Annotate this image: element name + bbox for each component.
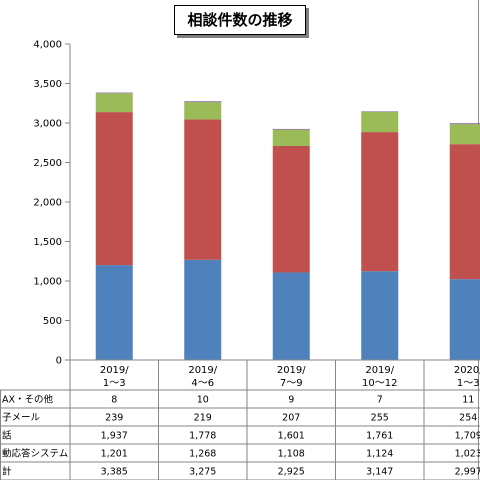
y-tick-label: 3,500: [33, 79, 62, 90]
bar-segment: [449, 124, 480, 145]
table-row-label: 子メール: [2, 413, 41, 424]
y-tick-label: 0: [56, 356, 62, 367]
bar-segment: [361, 132, 399, 272]
table-cell-value: 1,023: [455, 449, 480, 460]
x-category-label: 2020/: [454, 365, 480, 376]
bar-segment: [184, 101, 222, 103]
bar-segment: [272, 272, 310, 360]
bar-segment: [449, 123, 480, 125]
table-cell-value: 254: [459, 413, 477, 424]
table-cell-value: 1,709: [455, 431, 480, 442]
x-category-label: 1～3: [103, 378, 126, 389]
table-cell-value: 1,108: [278, 449, 305, 460]
bar-segment: [184, 259, 222, 360]
bar-segment: [95, 92, 133, 94]
table-cell-value: 7: [377, 395, 383, 406]
y-tick-label: 2,000: [33, 198, 62, 209]
y-tick-label: 1,000: [33, 277, 62, 288]
table-cell-value: 1,778: [189, 431, 216, 442]
chart-title: 相談件数の推移: [174, 5, 306, 35]
bar-segment: [272, 145, 310, 273]
bar-segment: [449, 279, 480, 360]
bar-segment: [361, 111, 399, 133]
table-cell-value: 1,937: [101, 431, 128, 442]
table-cell-value: 9: [288, 395, 294, 406]
table-cell-value: 2,997: [455, 467, 480, 478]
x-category-label: 2019/: [277, 365, 306, 376]
x-category-label: 4～6: [191, 378, 214, 389]
y-tick-label: 4,000: [33, 40, 62, 51]
table-row-label: 計: [2, 466, 12, 478]
x-category-label: 1～3: [457, 378, 480, 389]
bar-segment: [95, 93, 133, 113]
table-row-label: 動応答システム: [2, 448, 68, 460]
x-category-label: 7～9: [280, 378, 303, 389]
bar-segment: [95, 112, 133, 266]
table-cell-value: 1,268: [189, 449, 216, 460]
bar-segment: [95, 265, 133, 360]
bar-segment: [449, 144, 480, 280]
table-cell-value: 10: [197, 395, 209, 406]
x-category-label: 2019/: [188, 365, 217, 376]
table-cell-value: 8: [111, 395, 117, 406]
y-tick-label: 3,000: [33, 119, 62, 130]
table-cell-value: 239: [105, 413, 123, 424]
table-cell-value: 1,761: [366, 431, 393, 442]
table-cell-value: 207: [282, 413, 300, 424]
bar-segment: [272, 129, 310, 146]
bar-segment: [272, 128, 310, 130]
x-category-label: 2019/: [365, 365, 394, 376]
x-category-label: 10～12: [362, 378, 397, 389]
table-cell-value: 219: [194, 413, 212, 424]
table-cell-value: 3,385: [101, 467, 128, 478]
bar-segment: [184, 102, 222, 120]
table-cell-value: 1,201: [101, 449, 128, 460]
y-tick-label: 1,500: [33, 237, 62, 248]
table-cell-value: 3,275: [189, 467, 216, 478]
bar-segment: [361, 271, 399, 360]
table-row-label: AX・その他: [2, 394, 54, 406]
table-cell-value: 1,124: [366, 449, 393, 460]
y-tick-label: 500: [43, 316, 62, 327]
table-row-label: 話: [2, 430, 12, 442]
bar-segment: [184, 119, 222, 260]
table-cell-value: 1,601: [278, 431, 305, 442]
y-tick-label: 2,500: [33, 158, 62, 169]
x-category-label: 2019/: [100, 365, 129, 376]
table-cell-value: 3,147: [366, 467, 393, 478]
table-cell-value: 2,925: [278, 467, 305, 478]
bar-segment: [361, 111, 399, 112]
table-cell-value: 255: [371, 413, 389, 424]
table-cell-value: 11: [462, 395, 474, 406]
